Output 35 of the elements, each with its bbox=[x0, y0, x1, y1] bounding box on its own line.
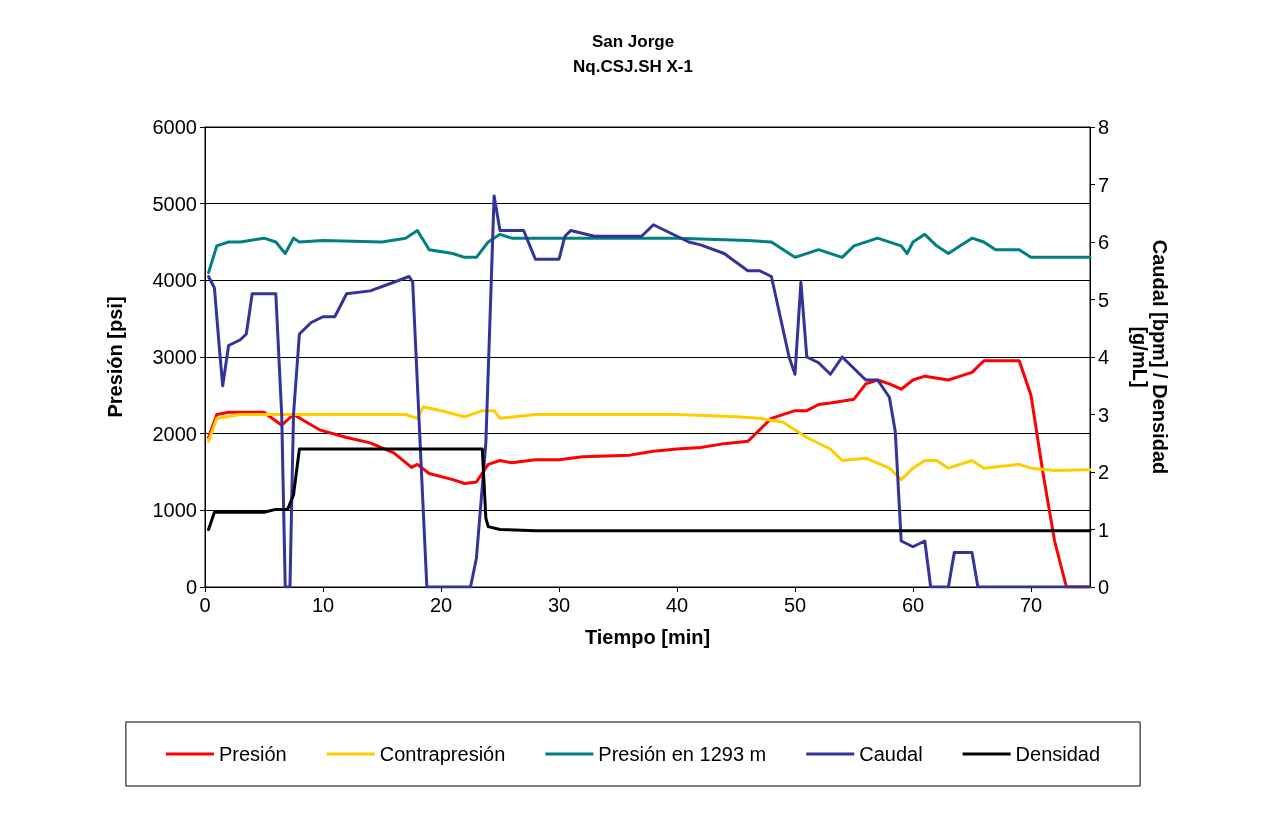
y2-tick-label: 8 bbox=[1098, 116, 1110, 138]
y-axis-title: Presión [psi] bbox=[104, 296, 126, 418]
legend-label: Presión en 1293 m bbox=[598, 743, 767, 765]
y2-tick-label: 2 bbox=[1098, 461, 1110, 483]
legend-label: Caudal bbox=[859, 743, 923, 765]
x-axis-title: Tiempo [min] bbox=[584, 626, 711, 648]
y-tick-label: 2000 bbox=[152, 422, 197, 445]
x-tick-label: 10 bbox=[311, 594, 335, 616]
x-tick-label: 40 bbox=[665, 594, 689, 616]
legend-label: Presión bbox=[218, 743, 287, 765]
y2-axis-title: Caudal [bpm] / Densidad [g/mL] bbox=[1129, 239, 1171, 475]
y-tick-label: 3000 bbox=[152, 346, 197, 368]
x-tick-label: 60 bbox=[901, 594, 925, 616]
y2-tick-label: 4 bbox=[1098, 346, 1110, 368]
y-tick-label: 0 bbox=[185, 576, 197, 598]
y2-tick-label: 7 bbox=[1098, 173, 1110, 196]
line-series bbox=[207, 229, 1092, 275]
y-tick-label: 4000 bbox=[152, 269, 197, 292]
chart-title: San Jorge bbox=[591, 32, 675, 51]
y2-tick-label: 5 bbox=[1098, 288, 1110, 311]
legend-label: Contrapresión bbox=[379, 743, 506, 765]
y2-tick-label: 1 bbox=[1098, 518, 1110, 541]
x-tick-label: 20 bbox=[429, 594, 453, 616]
y-tick-label: 1000 bbox=[152, 499, 197, 522]
x-tick-label: 50 bbox=[783, 594, 807, 616]
y2-tick-label: 0 bbox=[1098, 576, 1110, 598]
y2-tick-label: 6 bbox=[1098, 231, 1110, 253]
x-tick-label: 0 bbox=[199, 594, 211, 616]
y-tick-label: 5000 bbox=[152, 192, 197, 215]
x-tick-label: 70 bbox=[1019, 594, 1043, 616]
y2-tick-label: 3 bbox=[1098, 403, 1110, 426]
x-tick-label: 30 bbox=[547, 594, 571, 616]
y-tick-label: 6000 bbox=[152, 116, 197, 138]
legend-label: Densidad bbox=[1015, 743, 1101, 765]
chart-subtitle: Nq.CSJ.SH X-1 bbox=[573, 57, 693, 76]
